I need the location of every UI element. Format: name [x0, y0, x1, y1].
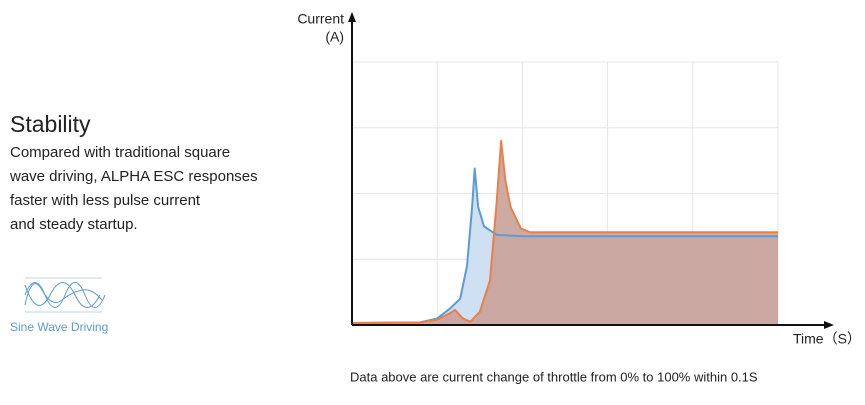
sine-icon	[24, 277, 106, 313]
footnote: Data above are current change of throttl…	[350, 369, 758, 384]
x-axis-label: Time（S）	[793, 331, 861, 347]
x-axis-arrow	[824, 321, 834, 329]
description-line: and steady startup.	[10, 216, 138, 233]
y-axis-label: (A)	[325, 29, 344, 45]
series-line	[351, 167, 778, 325]
description-line: Compared with traditional square	[10, 144, 230, 161]
description-line: faster with less pulse current	[10, 192, 201, 209]
series-line	[351, 139, 778, 325]
badge-label: Sine Wave Driving	[10, 320, 108, 334]
y-axis-label: Current	[297, 11, 344, 27]
description-line: wave driving, ALPHA ESC responses	[9, 168, 258, 185]
section-title: Stability	[10, 111, 91, 137]
y-axis-arrow	[348, 12, 356, 22]
